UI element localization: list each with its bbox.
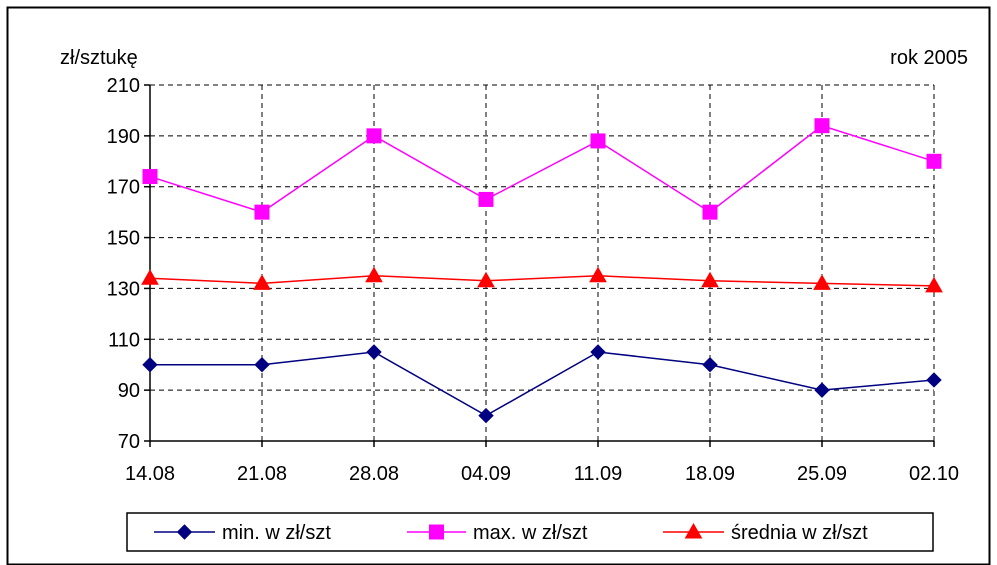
legend-marker: [429, 524, 444, 540]
x-tick-label: 11.09: [574, 463, 623, 485]
x-tick-label: 18.09: [685, 463, 735, 485]
data-point-avg: [365, 266, 383, 283]
data-point-avg: [141, 269, 159, 285]
y-tick-label: 150: [107, 228, 140, 250]
series-max: [142, 118, 942, 220]
data-point-max: [478, 191, 494, 207]
x-tick-label: 21.08: [237, 463, 287, 485]
y-tick-label: 170: [107, 177, 140, 199]
gridlines: [150, 84, 935, 441]
y-tick-label: 70: [118, 431, 140, 453]
legend-label: średnia w zł/szt: [731, 522, 868, 544]
legend-label: max. w zł/szt: [473, 522, 588, 544]
legend-box: [126, 512, 934, 552]
y-tick-label: 210: [107, 75, 140, 97]
y-tick-label: 110: [108, 329, 140, 351]
legend-item-avg: średnia w zł/szt: [663, 522, 868, 544]
y-tick-labels: 70 90 110 130 150 170 190 210: [107, 75, 140, 453]
x-tick-labels: 14.08 21.08 28.08 04.09 11.09 18.09 25.09 02.10: [125, 463, 959, 485]
data-point-max: [254, 204, 270, 220]
legend-item-min: min. w zł/szt: [154, 522, 331, 544]
y-axis-label: zł/sztukę: [60, 47, 138, 69]
series-min: [142, 344, 942, 424]
series-avg: [141, 266, 943, 293]
series-group: [141, 118, 943, 424]
data-point-max: [702, 204, 718, 220]
data-point-avg: [589, 266, 607, 283]
legend-item-max: max. w zł/szt: [407, 522, 588, 544]
data-point-min: [926, 372, 942, 388]
legend: min. w zł/szt max. w zł/szt średnia w zł/s…: [126, 512, 934, 552]
legend-marker: [176, 524, 193, 540]
x-tick-label: 04.09: [461, 463, 511, 485]
data-point-avg: [701, 271, 719, 288]
data-point-max: [926, 153, 942, 169]
data-point-max: [142, 169, 158, 185]
series-line-min: [150, 351, 935, 417]
data-point-min: [590, 344, 606, 360]
data-point-min: [366, 344, 382, 360]
series-line-max: [149, 124, 935, 214]
axes: [144, 84, 935, 447]
data-point-max: [590, 133, 606, 149]
data-point-avg: [813, 274, 831, 290]
data-point-avg: [253, 274, 271, 290]
year-label: rok 2005: [890, 47, 968, 69]
x-tick-label: 02.10: [909, 463, 959, 485]
legend-label: min. w zł/szt: [222, 522, 331, 544]
data-point-min: [702, 357, 718, 373]
data-point-max: [366, 128, 382, 144]
data-point-avg: [925, 276, 943, 293]
data-point-avg: [477, 271, 495, 288]
y-tick-label: 190: [107, 126, 140, 148]
data-point-min: [142, 357, 158, 373]
y-tick-label: 130: [107, 278, 140, 300]
series-line-avg: [149, 274, 935, 287]
data-point-min: [254, 357, 270, 373]
y-tick-label: 90: [118, 380, 140, 402]
legend-marker: [684, 522, 703, 539]
data-point-min: [814, 382, 830, 398]
data-point-min: [478, 407, 494, 424]
data-point-max: [814, 118, 830, 134]
x-tick-label: 14.08: [125, 463, 175, 485]
x-tick-label: 28.08: [349, 463, 399, 485]
x-tick-label: 25.09: [797, 463, 847, 485]
